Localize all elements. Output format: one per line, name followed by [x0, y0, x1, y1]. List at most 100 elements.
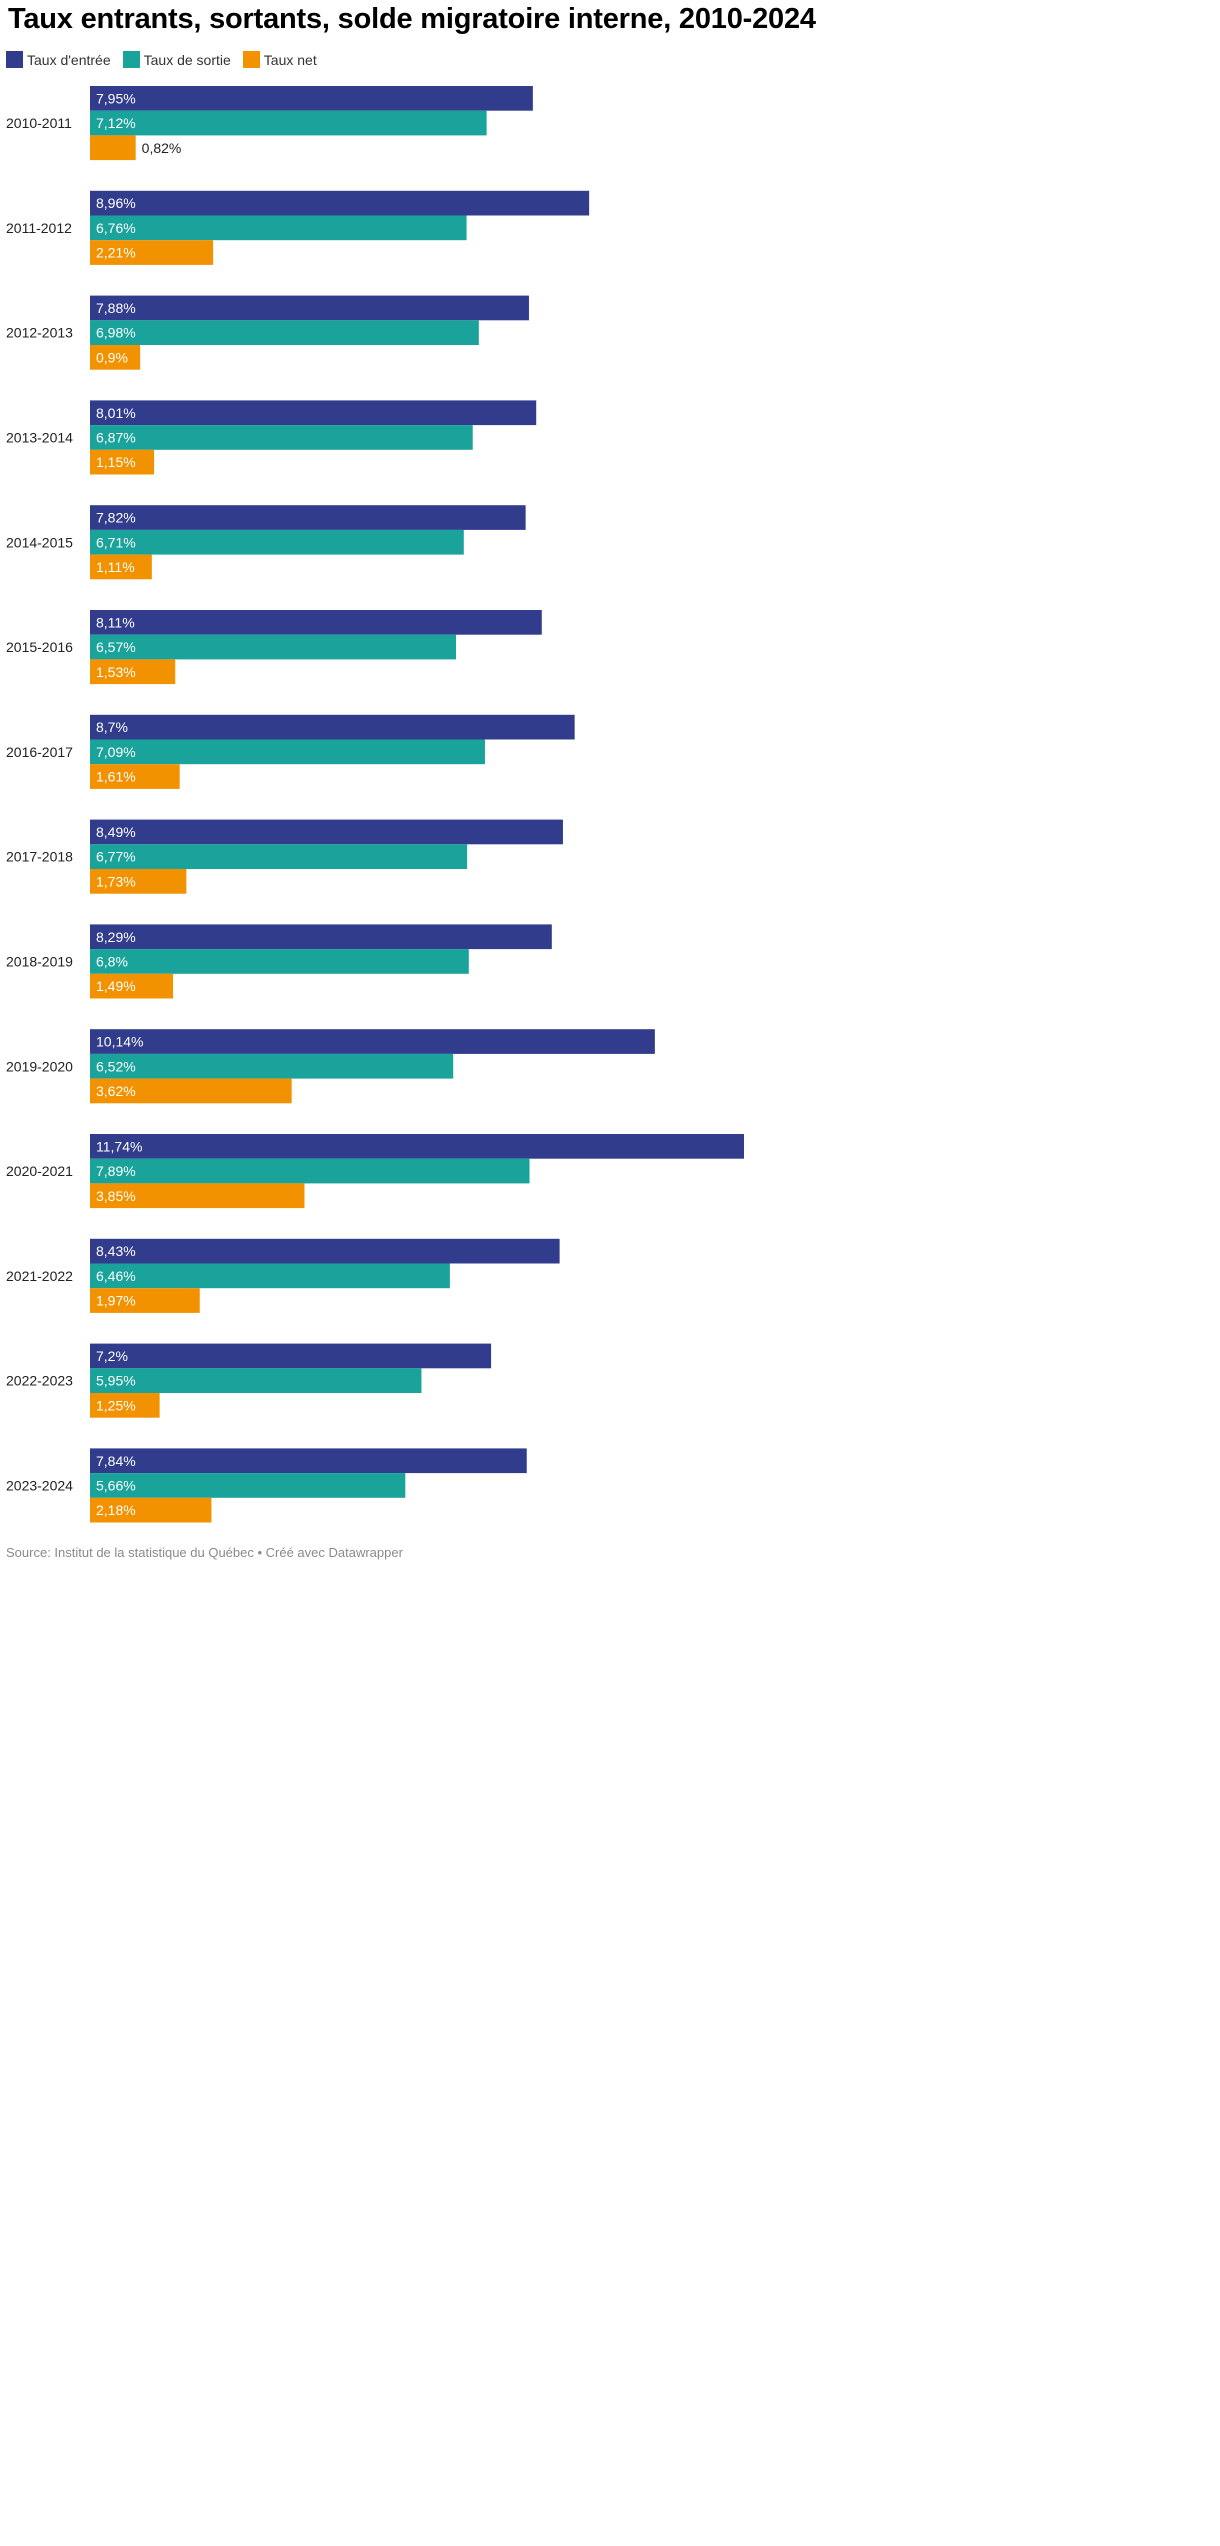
bar[interactable]: [90, 764, 180, 789]
bar[interactable]: [90, 1473, 406, 1498]
category-label: 2020-2021: [6, 1163, 73, 1179]
legend-swatch: [122, 51, 140, 68]
chart-legend: Taux d'entrée Taux de sortie Taux net: [6, 51, 317, 68]
legend-item[interactable]: Taux de sortie: [122, 51, 231, 68]
bar[interactable]: [90, 844, 468, 869]
bar-group: 2018-2019 8,29% 6,8% 1,49%: [6, 924, 552, 999]
bar[interactable]: [90, 554, 152, 580]
data-label: 0,82%: [142, 140, 182, 156]
data-label: 1,61%: [96, 769, 136, 785]
data-label: 6,46%: [96, 1268, 136, 1284]
data-label: 8,43%: [96, 1243, 136, 1259]
bar[interactable]: [90, 949, 469, 974]
bar-group: 2017-2018 8,49% 6,77% 1,73%: [6, 819, 563, 894]
bar[interactable]: [90, 610, 542, 635]
category-label: 2015-2016: [6, 639, 73, 655]
bar[interactable]: [90, 1183, 305, 1209]
bar[interactable]: [90, 1393, 160, 1418]
bar[interactable]: [90, 400, 537, 426]
data-label: 6,98%: [96, 325, 136, 341]
category-label: 2018-2019: [6, 953, 73, 969]
bar[interactable]: [90, 1158, 530, 1184]
data-label: 3,85%: [96, 1188, 136, 1204]
data-label: 7,82%: [96, 510, 136, 526]
bar-group: 2023-2024 7,84% 5,66% 2,18%: [6, 1448, 527, 1523]
data-label: 11,74%: [96, 1138, 142, 1154]
data-label: 1,49%: [96, 978, 136, 994]
bar[interactable]: [90, 714, 575, 740]
bar[interactable]: [90, 739, 485, 765]
bar[interactable]: [90, 869, 187, 894]
data-label: 6,71%: [96, 534, 136, 550]
legend-swatch: [242, 51, 260, 68]
data-label: 8,29%: [96, 929, 136, 945]
bar[interactable]: [90, 320, 479, 345]
data-label: 1,97%: [96, 1293, 136, 1309]
bar[interactable]: [90, 924, 552, 950]
bar-group: 2012-2013 7,88% 6,98% 0,9%: [6, 295, 529, 370]
bar[interactable]: [90, 190, 590, 216]
data-label: 0,9%: [96, 349, 128, 365]
bar[interactable]: [90, 135, 136, 161]
bar[interactable]: [90, 425, 473, 450]
legend-swatch: [6, 51, 23, 68]
data-label: 8,96%: [96, 195, 136, 211]
bar-group: 2015-2016 8,11% 6,57% 1,53%: [6, 610, 542, 685]
bar[interactable]: [90, 295, 529, 321]
bar-group: 2016-2017 8,7% 7,09% 1,61%: [6, 714, 575, 789]
data-label: 1,15%: [96, 454, 136, 470]
bar[interactable]: [90, 1263, 450, 1289]
bar[interactable]: [90, 1134, 744, 1159]
bar[interactable]: [90, 110, 487, 136]
category-label: 2012-2013: [6, 325, 73, 341]
bar[interactable]: [90, 1288, 200, 1313]
bar[interactable]: [90, 449, 155, 475]
data-label: 1,73%: [96, 873, 136, 889]
data-label: 8,11%: [96, 614, 135, 630]
category-label: 2021-2022: [6, 1268, 73, 1284]
bar-group: 2014-2015 7,82% 6,71% 1,11%: [6, 505, 526, 580]
data-label: 6,57%: [96, 639, 136, 655]
data-label: 10,14%: [96, 1034, 143, 1050]
category-label: 2016-2017: [6, 744, 73, 760]
bar[interactable]: [90, 240, 214, 265]
legend-item[interactable]: Taux d'entrée: [6, 51, 111, 68]
bar[interactable]: [90, 1029, 655, 1054]
bar[interactable]: [90, 1343, 492, 1369]
bar[interactable]: [90, 1368, 422, 1393]
data-label: 8,49%: [96, 824, 136, 840]
category-label: 2010-2011: [6, 115, 72, 131]
data-label: 1,11%: [96, 559, 135, 575]
bar[interactable]: [90, 634, 456, 660]
bar[interactable]: [90, 345, 141, 370]
data-label: 1,25%: [96, 1397, 136, 1413]
data-label: 8,7%: [96, 719, 128, 735]
bar[interactable]: [90, 1497, 212, 1523]
bar-group: 2021-2022 8,43% 6,46% 1,97%: [6, 1238, 560, 1313]
bar[interactable]: [90, 215, 467, 241]
legend-label: Taux de sortie: [143, 51, 231, 68]
data-label: 7,84%: [96, 1453, 136, 1469]
bar[interactable]: [90, 973, 174, 999]
data-label: 7,2%: [96, 1348, 128, 1364]
bar[interactable]: [90, 86, 533, 111]
bar[interactable]: [90, 819, 563, 845]
bar[interactable]: [90, 1053, 454, 1079]
bar[interactable]: [90, 1078, 292, 1104]
bar[interactable]: [90, 505, 526, 530]
bar-group: 2019-2020 10,14% 6,52% 3,62%: [6, 1029, 655, 1104]
data-label: 6,76%: [96, 220, 136, 236]
data-label: 8,01%: [96, 405, 136, 421]
bar[interactable]: [90, 659, 176, 685]
data-label: 6,52%: [96, 1058, 136, 1074]
bar[interactable]: [90, 529, 464, 555]
bar[interactable]: [90, 1448, 527, 1474]
bar-group: 2010-2011 7,95% 7,12% 0,82%: [6, 86, 533, 161]
category-label: 2014-2015: [6, 534, 73, 550]
bar-group: 2020-2021 11,74% 7,89% 3,85%: [6, 1134, 744, 1209]
legend-item[interactable]: Taux net: [242, 51, 317, 68]
bar-chart: 2010-2011 7,95% 7,12% 0,82% 2011-2012 8,96% 6,…: [6, 86, 744, 1523]
bar[interactable]: [90, 1238, 560, 1264]
category-label: 2013-2014: [6, 429, 73, 445]
legend-label: Taux net: [263, 51, 317, 68]
